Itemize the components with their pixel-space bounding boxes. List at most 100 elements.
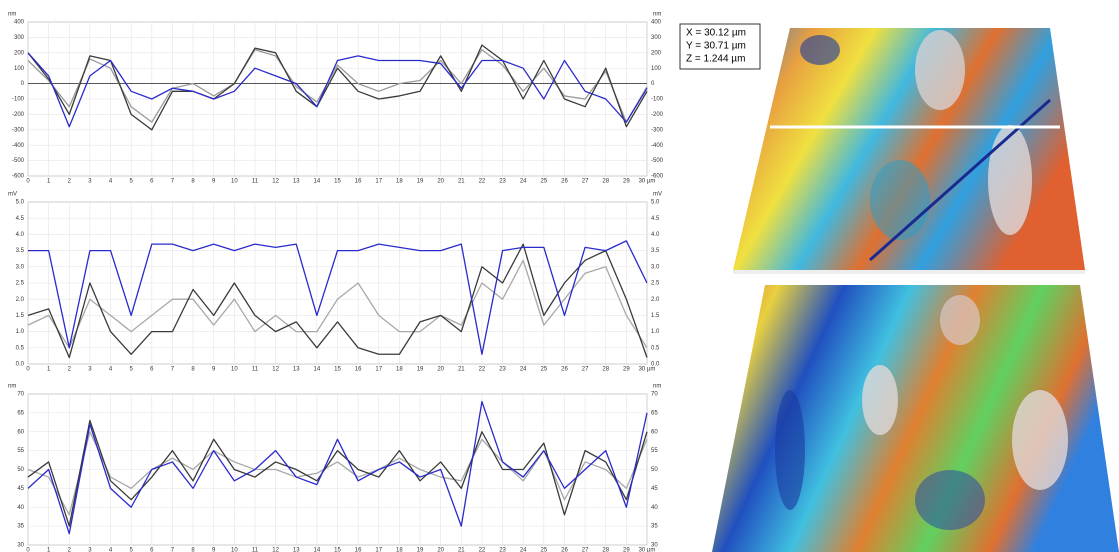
- x-tick-label: 23: [499, 548, 506, 552]
- y-tick-label: 40: [17, 505, 24, 511]
- x-tick-label: 26: [561, 548, 568, 552]
- y-tick-label: 55: [17, 448, 24, 454]
- y-tick-label: 35: [17, 524, 24, 530]
- y-tick-label: -100: [12, 97, 25, 103]
- y2-tick-label: 100: [651, 66, 662, 72]
- x-tick-label: 19: [417, 367, 424, 373]
- y-tick-label: 400: [14, 20, 25, 26]
- x-tick-label: 20: [437, 548, 444, 552]
- x-tick-label: 13: [293, 179, 300, 185]
- y-tick-label: 2.0: [16, 297, 25, 303]
- x-tick-label: 4: [109, 367, 113, 373]
- x-tick-label: 25: [540, 367, 547, 373]
- y-tick-label: 2.5: [16, 281, 25, 287]
- y2-tick-label: 0: [651, 81, 655, 87]
- y-axis-unit: mV: [8, 192, 17, 198]
- readout-z: Z = 1.244 µm: [686, 54, 745, 65]
- profile-line: [27, 52, 648, 128]
- y-tick-label: 4.5: [16, 216, 25, 222]
- y-tick-label: 200: [14, 50, 25, 56]
- y-tick-label: 30: [17, 543, 24, 549]
- x-tick-label: 25: [540, 179, 547, 185]
- profile-line: [27, 400, 648, 535]
- y-tick-label: 0.0: [16, 362, 25, 368]
- x-tick-label: 9: [212, 179, 216, 185]
- x-tick-label: 12: [272, 548, 279, 552]
- x-tick-label: 0: [26, 179, 30, 185]
- x-tick-label: 22: [479, 179, 486, 185]
- y-tick-label: 5.0: [16, 200, 25, 206]
- y2-tick-label: -600: [651, 174, 664, 180]
- readout-x: X = 30.12 µm: [686, 28, 746, 39]
- x-tick-label: 18: [396, 367, 403, 373]
- y2-tick-label: -200: [651, 112, 664, 118]
- x-tick-label: 21: [458, 548, 465, 552]
- profile-line: [27, 259, 648, 349]
- y2-tick-label: 55: [651, 448, 658, 454]
- profile-line: [28, 240, 648, 355]
- y2-tick-label: 2.0: [651, 297, 660, 303]
- x-tick-label: 28: [602, 367, 609, 373]
- x-tick-label: 14: [314, 179, 321, 185]
- y2-tick-label: 1.0: [651, 329, 660, 335]
- x-tick-label: 3: [88, 367, 92, 373]
- x-tick-label: 7: [171, 548, 175, 552]
- y-tick-label: 70: [17, 392, 24, 398]
- x-tick-label: 19: [417, 548, 424, 552]
- x-tick-label: 6: [150, 548, 154, 552]
- y2-tick-label: 70: [651, 392, 658, 398]
- y2-tick-label: 40: [651, 505, 658, 511]
- x-tick-label: 24: [520, 548, 527, 552]
- y2-tick-label: 45: [651, 486, 658, 492]
- y-tick-label: -400: [12, 143, 25, 149]
- x-tick-label: 8: [191, 548, 195, 552]
- x-tick-label: 4: [109, 179, 113, 185]
- x-tick-label: 17: [375, 367, 382, 373]
- y-tick-label: 45: [17, 486, 24, 492]
- y-tick-label: 100: [14, 66, 25, 72]
- y2-tick-label: -400: [651, 143, 664, 149]
- y-tick-label: 300: [14, 35, 25, 41]
- x-tick-label: 5: [129, 179, 133, 185]
- x-tick-label: 25: [540, 548, 547, 552]
- readout-box: X = 30.12 µm Y = 30.71 µm Z = 1.244 µm: [679, 23, 761, 70]
- x-tick-label: 12: [272, 179, 279, 185]
- x-tick-label: 22: [479, 367, 486, 373]
- y2-axis-unit: nm: [653, 12, 661, 18]
- x-tick-label: 29: [623, 367, 630, 373]
- profile-line: [27, 419, 648, 527]
- y-tick-label: -200: [12, 112, 25, 118]
- y-tick-label: 0: [21, 81, 25, 87]
- x-tick-label: 15: [334, 548, 341, 552]
- y-axis-unit: nm: [8, 12, 16, 18]
- readout-y: Y = 30.71 µm: [686, 41, 746, 52]
- y2-tick-label: 2.5: [651, 281, 660, 287]
- y2-tick-label: 3.0: [651, 264, 660, 270]
- y2-tick-label: 50: [651, 467, 658, 473]
- x-tick-label: 29: [623, 548, 630, 552]
- y2-tick-label: -300: [651, 127, 664, 133]
- x-tick-label: 10: [231, 179, 238, 185]
- y2-tick-label: 300: [651, 35, 662, 41]
- y2-tick-label: 65: [651, 410, 658, 416]
- x-tick-label: 0: [26, 548, 30, 552]
- x-tick-label: 23: [499, 179, 506, 185]
- x-tick-label: 21: [458, 179, 465, 185]
- profile-line: [27, 49, 648, 123]
- y2-tick-label: 0.0: [651, 362, 660, 368]
- x-tick-label: 26: [561, 367, 568, 373]
- x-tick-label: 1: [47, 367, 51, 373]
- y2-axis-unit: nm: [653, 384, 661, 390]
- y2-tick-label: 3.5: [651, 248, 660, 254]
- y-tick-label: -500: [12, 158, 25, 164]
- x-tick-label: 5: [129, 367, 133, 373]
- y-tick-label: 65: [17, 410, 24, 416]
- x-tick-label: 11: [252, 367, 259, 373]
- x-tick-label: 26: [561, 179, 568, 185]
- x-tick-label: 0: [26, 367, 30, 373]
- profile-line: [27, 44, 648, 131]
- x-tick-label: 15: [334, 367, 341, 373]
- x-tick-label: 23: [499, 367, 506, 373]
- x-tick-label: 12: [272, 367, 279, 373]
